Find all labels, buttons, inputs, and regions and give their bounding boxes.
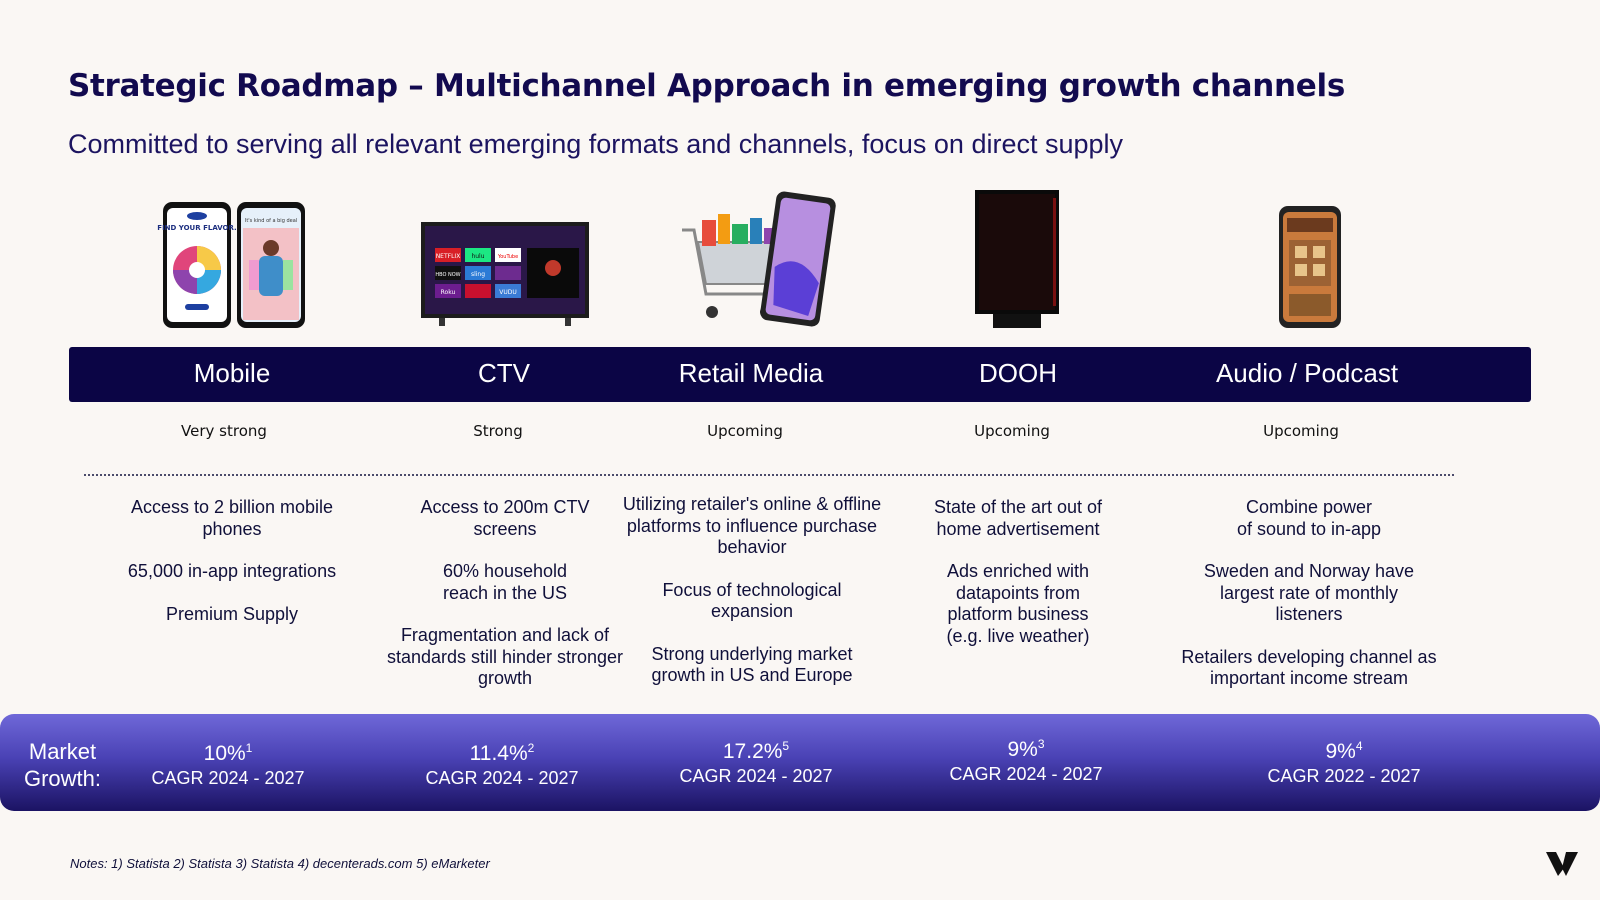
audio-podcast-image — [1270, 188, 1350, 330]
mobile-image-text-2: It's kind of a big deal — [245, 218, 297, 224]
footnotes: Notes: 1) Statista 2) Statista 3) Statis… — [70, 856, 490, 871]
growth-value: 17.2% — [722, 740, 783, 763]
growth-value: 11.4% — [469, 742, 528, 765]
desc-item: State of the art out of home advertiseme… — [933, 497, 1103, 539]
growth-retail-media: 17.2%5 CAGR 2024 - 2027 — [646, 734, 866, 788]
ctv-tile-roku: Roku — [441, 289, 456, 296]
desc-item: Ads enriched with datapoints from platfo… — [946, 561, 1090, 646]
desc-item: Focus of technological expansion — [662, 579, 842, 622]
growth-value: 10% — [203, 742, 246, 765]
mobile-image-text-1: FIND YOUR FLAVOR. — [157, 224, 236, 232]
growth-value: 9% — [1325, 740, 1356, 763]
channel-header-dooh: DOOH — [979, 358, 1057, 388]
company-logo — [1544, 848, 1580, 883]
growth-dooh: 9%3 CAGR 2024 - 2027 — [916, 732, 1136, 786]
growth-footnote: 3 — [1037, 737, 1045, 751]
market-growth-band — [0, 714, 1600, 811]
channel-header-audio-podcast: Audio / Podcast — [1215, 358, 1399, 388]
growth-footnote: 1 — [245, 741, 253, 755]
desc-item: Retailers developing channel as importan… — [1181, 646, 1437, 689]
mobile-image: FIND YOUR FLAVOR. It's kind of a big dea… — [150, 188, 310, 330]
ctv-tile-vudu: VUDU — [499, 289, 517, 296]
desc-retail-media: Utilizing retailer's online & offline pl… — [622, 494, 882, 708]
growth-footnote: 4 — [1355, 739, 1363, 753]
strength-dooh: Upcoming — [974, 422, 1050, 440]
desc-item: Strong underlying market growth in US an… — [651, 643, 853, 686]
desc-dooh: State of the art out of home advertiseme… — [908, 497, 1128, 668]
growth-period: CAGR 2024 - 2027 — [679, 766, 833, 786]
ctv-tile-netflix: NETFLIX — [436, 253, 461, 260]
desc-item: Access to 2 billion mobile phones — [130, 497, 334, 539]
dooh-image — [968, 188, 1068, 330]
ctv-tile-hulu: hulu — [471, 253, 484, 260]
desc-item: Sweden and Norway have largest rate of m… — [1203, 561, 1415, 624]
growth-footnote: 5 — [782, 739, 790, 753]
channel-header-ctv: CTV — [478, 358, 530, 388]
section-divider — [84, 474, 1454, 476]
strength-audio-podcast: Upcoming — [1263, 422, 1339, 440]
growth-value: 9% — [1007, 738, 1038, 761]
retail-media-image — [676, 188, 836, 330]
desc-ctv: Access to 200m CTV screens 60% household… — [370, 497, 640, 711]
growth-period: CAGR 2024 - 2027 — [949, 764, 1103, 784]
desc-item: 65,000 in-app integrations — [127, 561, 337, 581]
growth-ctv: 11.4%2 CAGR 2024 - 2027 — [392, 736, 612, 790]
market-growth-label: Market Growth: — [23, 739, 102, 791]
growth-period: CAGR 2024 - 2027 — [425, 768, 579, 788]
growth-footnote: 2 — [527, 741, 535, 755]
desc-mobile: Access to 2 billion mobile phones 65,000… — [102, 497, 362, 646]
growth-period: CAGR 2024 - 2027 — [151, 768, 305, 788]
strength-retail-media: Upcoming — [707, 422, 783, 440]
ctv-image: NETFLIX hulu YouTube HBO NOW sling Roku … — [418, 188, 592, 330]
growth-period: CAGR 2022 - 2027 — [1267, 766, 1421, 786]
desc-audio-podcast: Combine power of sound to in-app Sweden … — [1174, 497, 1444, 711]
strength-ctv: Strong — [473, 422, 523, 440]
channel-header-retail-media: Retail Media — [678, 358, 824, 388]
desc-item: Combine power of sound to in-app — [1236, 497, 1382, 539]
page-subtitle: Committed to serving all relevant emergi… — [68, 129, 1124, 159]
desc-item: Premium Supply — [165, 603, 299, 624]
desc-item: Fragmentation and lack of standards stil… — [386, 625, 624, 688]
desc-item: 60% household reach in the US — [442, 561, 568, 603]
channel-header-band — [69, 347, 1531, 402]
ctv-tile-sling: sling — [471, 271, 485, 278]
channel-header-mobile: Mobile — [193, 358, 271, 388]
growth-mobile: 10%1 CAGR 2024 - 2027 — [118, 736, 338, 790]
desc-item: Access to 200m CTV screens — [420, 497, 590, 539]
ctv-tile-hbo: HBO NOW — [435, 272, 460, 278]
page-title: Strategic Roadmap – Multichannel Approac… — [68, 68, 1346, 104]
ctv-tile-youtube: YouTube — [497, 254, 518, 260]
strength-mobile: Very strong — [181, 422, 267, 440]
desc-item: Utilizing retailer's online & offline pl… — [622, 494, 882, 557]
growth-audio-podcast: 9%4 CAGR 2022 - 2027 — [1234, 734, 1454, 788]
